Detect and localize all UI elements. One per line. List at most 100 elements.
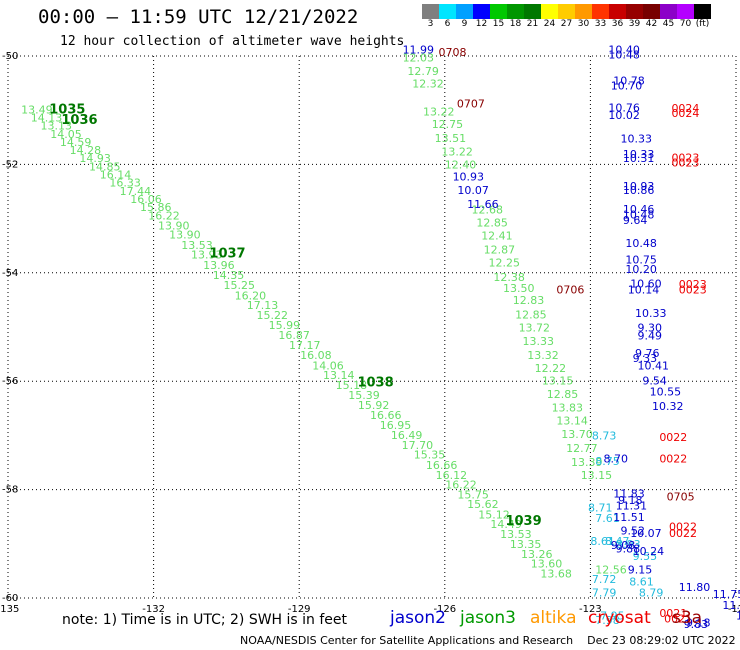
legend-labels: 3 6 9 12 15 18 21 24 27 30 33 36 39 42 45 70 (ft) bbox=[422, 19, 711, 29]
data-point-jason3: 13.39 bbox=[571, 456, 603, 469]
data-point-cryosat: 0022 bbox=[669, 527, 697, 540]
data-point-cryosat: 0022 bbox=[659, 453, 687, 466]
data-point-jason2: 10.48 bbox=[623, 209, 655, 222]
data-point-jason3: 16.12 bbox=[436, 469, 468, 482]
data-point-jason3: 17.13 bbox=[247, 299, 279, 312]
data-point-jason2: 11.31 bbox=[616, 500, 648, 513]
data-point-jason3-cyan: 8.93 bbox=[616, 538, 641, 551]
data-point-jason3: 13.14 bbox=[556, 415, 588, 428]
data-point-jason3: 13.26 bbox=[521, 548, 553, 561]
data-point-jason3: 12.32 bbox=[412, 77, 444, 90]
data-point-jason2: 10.31 bbox=[623, 152, 655, 165]
x-tick-label: -129 bbox=[288, 604, 311, 615]
data-point-jason3: 13.15 bbox=[542, 374, 574, 387]
data-point-jason2: 10.48 bbox=[608, 49, 640, 62]
data-point-jason2: 10 bbox=[736, 610, 740, 623]
data-point-jason2: 10.02 bbox=[608, 109, 640, 122]
data-point-jason3: 13.93 bbox=[191, 249, 223, 262]
data-point-jason3: 14.35 bbox=[213, 269, 245, 282]
data-point-jason3: 16.08 bbox=[300, 349, 332, 362]
data-point-jason3: 14.06 bbox=[312, 359, 344, 372]
data-point-jason3: 15.25 bbox=[223, 279, 255, 292]
y-tick-label: -60 bbox=[2, 593, 18, 604]
data-point-jason3: 14.85 bbox=[89, 160, 121, 173]
legend-label: 70 bbox=[679, 19, 692, 29]
legend-label: 15 bbox=[492, 19, 505, 29]
data-point-jason3: 12.77 bbox=[566, 442, 598, 455]
data-point-jason3: 13.70 bbox=[561, 428, 593, 441]
data-point-s3a: 0705 bbox=[667, 490, 695, 503]
data-point-jason3: 15.75 bbox=[457, 488, 489, 501]
data-point-jason2: 9.54 bbox=[642, 374, 667, 387]
data-point-jason3: 13.33 bbox=[522, 335, 554, 348]
data-point-jason3: 16.22 bbox=[148, 210, 180, 223]
data-point-jason3: 13.68 bbox=[540, 567, 572, 580]
y-tick-label: -56 bbox=[2, 376, 18, 387]
data-point-jason3: 15.35 bbox=[414, 449, 446, 462]
data-point-jason3: 13.22 bbox=[423, 106, 455, 119]
y-tick-label: -52 bbox=[2, 159, 18, 170]
legend-swatch bbox=[524, 4, 541, 19]
data-point-jason3-bold: 1035 bbox=[49, 102, 85, 117]
data-point-jason2: 10.07 bbox=[457, 184, 489, 197]
data-point-jason3: 13.32 bbox=[527, 349, 559, 362]
data-point-jason2: 11.75 bbox=[713, 588, 740, 601]
data-point-jason3-cyan: 7.61 bbox=[595, 512, 620, 525]
satellite-label-cryosat: cryosat bbox=[588, 608, 651, 628]
data-point-jason3: 16.06 bbox=[130, 193, 162, 206]
data-point-jason2: 9.15 bbox=[628, 564, 653, 577]
legend-swatch bbox=[609, 4, 626, 19]
data-point-s3a: 0708 bbox=[438, 46, 466, 59]
data-point-jason2: 9.76 bbox=[635, 347, 660, 360]
data-point-jason3: 12.25 bbox=[488, 256, 519, 269]
data-point-jason3: 13.60 bbox=[531, 558, 563, 571]
data-point-jason2: 11.41 bbox=[722, 599, 740, 612]
data-point-jason3: 14.13 bbox=[31, 112, 63, 125]
legend-swatch bbox=[660, 4, 677, 19]
satellite-label-s3a: s3a bbox=[672, 608, 703, 628]
data-point-jason3: 12.83 bbox=[513, 294, 545, 307]
data-point-jason3: 16.66 bbox=[370, 409, 402, 422]
data-point-jason3: 17.70 bbox=[402, 439, 434, 452]
data-point-jason3: 12.85 bbox=[547, 388, 579, 401]
legend-label: 6 bbox=[444, 19, 451, 29]
data-point-jason3: 12.41 bbox=[481, 230, 513, 243]
data-point-jason2: 9.52 bbox=[620, 525, 645, 538]
data-point-jason3-cyan: 7.98 bbox=[595, 614, 620, 627]
data-point-cryosat: 0023 bbox=[671, 157, 699, 170]
legend-label: 9 bbox=[461, 19, 468, 29]
data-point-jason3: 13.50 bbox=[503, 282, 535, 295]
data-point-jason3: 16.66 bbox=[426, 459, 458, 472]
chart-subtitle: 12 hour collection of altimeter wave hei… bbox=[60, 34, 405, 49]
data-point-jason3: 16.22 bbox=[445, 479, 477, 492]
data-point-jason2: 10.41 bbox=[637, 359, 669, 372]
legend-swatch bbox=[575, 4, 592, 19]
data-point-jason3: 12.85 bbox=[476, 217, 508, 230]
data-point-jason2: 9.49 bbox=[637, 329, 662, 342]
data-point-jason3-bold: 1036 bbox=[61, 113, 97, 128]
data-point-jason3: 13.51 bbox=[435, 132, 467, 145]
data-point-jason2: 10.48 bbox=[625, 237, 657, 250]
footnote: note: 1) Time is in UTC; 2) SWH is in fe… bbox=[62, 612, 348, 628]
data-point-jason2: 9.88 bbox=[616, 542, 641, 555]
data-point-jason2: 11.80 bbox=[679, 581, 711, 594]
data-point-cryosat: 0024 bbox=[671, 102, 699, 115]
legend-label: 3 bbox=[427, 19, 434, 29]
data-point-cryosat: 0023 bbox=[679, 278, 707, 291]
data-point-jason3: 12.87 bbox=[484, 243, 516, 256]
legend-label: 21 bbox=[526, 19, 539, 29]
data-point-jason3: 13.83 bbox=[552, 402, 584, 415]
data-point-cryosat: 0024 bbox=[671, 107, 699, 120]
satellite-label-jason2: jason2 bbox=[390, 608, 446, 628]
data-point-jason3-cyan: 9.55 bbox=[633, 550, 658, 563]
legend-swatch bbox=[422, 4, 439, 19]
data-point-jason2: 11.66 bbox=[467, 198, 499, 211]
data-point-jason2: 11.99 bbox=[403, 43, 435, 56]
legend-swatches bbox=[422, 4, 711, 19]
data-point-jason3-bold: 1039 bbox=[505, 514, 541, 529]
data-point-jason3: 17.17 bbox=[289, 339, 321, 352]
data-point-jason3: 12.40 bbox=[445, 159, 477, 172]
data-point-jason3-cyan: 7.72 bbox=[592, 573, 617, 586]
data-point-jason2: 10.33 bbox=[620, 133, 652, 146]
